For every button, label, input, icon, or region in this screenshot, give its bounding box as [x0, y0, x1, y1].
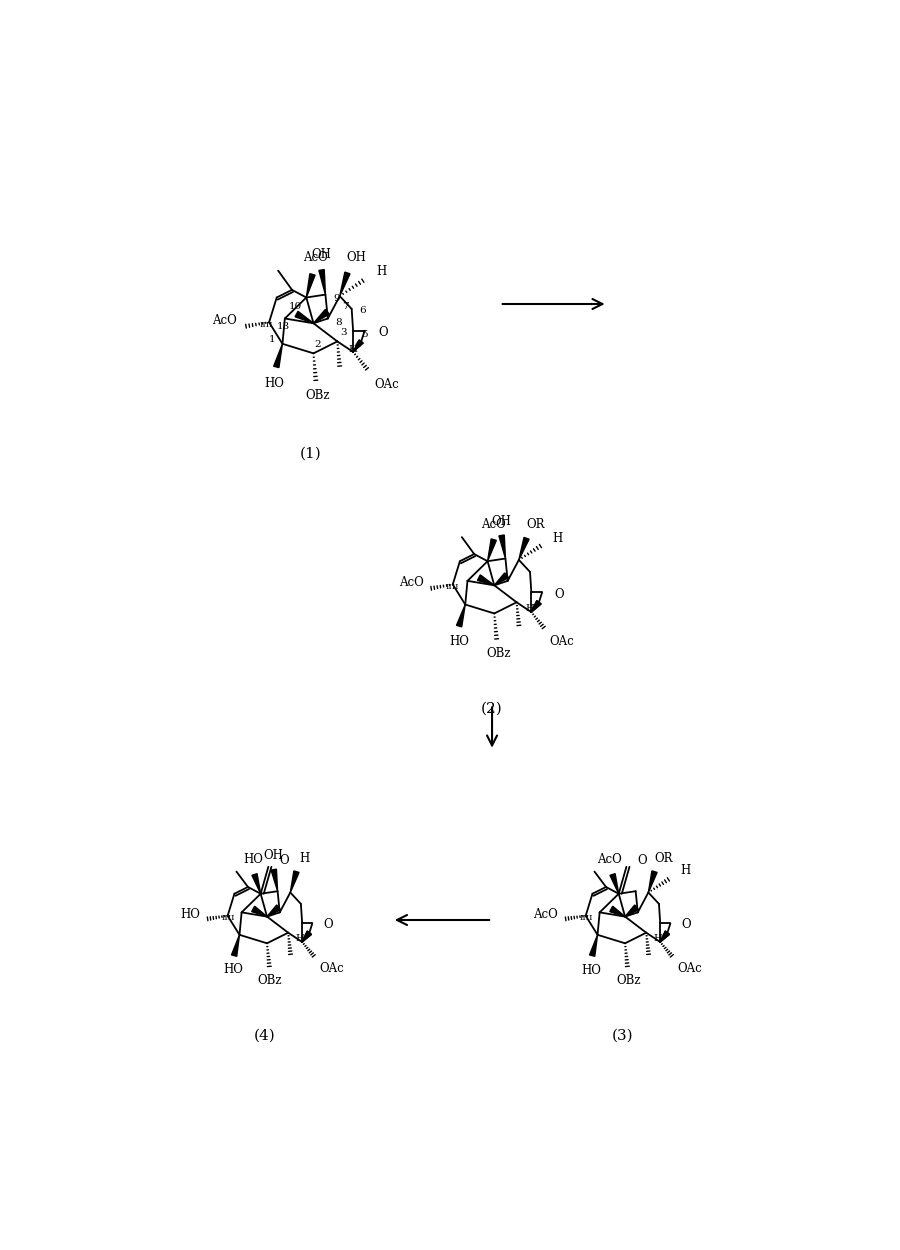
Polygon shape [626, 905, 638, 916]
Polygon shape [518, 538, 529, 560]
Text: OH: OH [346, 251, 366, 264]
Text: 3: 3 [340, 328, 346, 336]
Polygon shape [478, 575, 494, 585]
Polygon shape [319, 270, 326, 295]
Text: OBz: OBz [305, 389, 329, 402]
Text: IIII: IIII [260, 321, 274, 329]
Text: O: O [637, 854, 647, 868]
Polygon shape [661, 931, 670, 942]
Text: HO: HO [180, 908, 200, 921]
Text: AcO: AcO [212, 314, 237, 328]
Text: IIII: IIII [445, 582, 458, 591]
Polygon shape [590, 935, 598, 956]
Polygon shape [252, 874, 261, 894]
Text: H: H [377, 265, 387, 278]
Text: HO: HO [581, 964, 601, 976]
Text: 9: 9 [333, 294, 339, 302]
Text: OBz: OBz [616, 974, 641, 986]
Text: AcO: AcO [303, 251, 328, 264]
Polygon shape [302, 931, 311, 942]
Polygon shape [648, 871, 657, 892]
Text: (3): (3) [612, 1029, 634, 1042]
Text: O: O [279, 854, 289, 868]
Polygon shape [488, 539, 496, 561]
Text: HO: HO [223, 962, 243, 976]
Polygon shape [231, 935, 239, 956]
Polygon shape [313, 309, 329, 324]
Polygon shape [291, 871, 299, 892]
Text: H: H [299, 853, 310, 865]
Text: OAc: OAc [320, 962, 344, 975]
Text: H: H [526, 604, 535, 612]
Text: 10: 10 [289, 302, 302, 311]
Text: OR: OR [654, 853, 673, 865]
Text: OH: OH [311, 248, 331, 261]
Text: O: O [681, 919, 691, 931]
Text: HO: HO [265, 378, 284, 390]
Polygon shape [456, 605, 465, 626]
Polygon shape [661, 931, 670, 942]
Text: 8: 8 [336, 318, 342, 326]
Polygon shape [610, 874, 618, 894]
Polygon shape [609, 906, 626, 916]
Text: AcO: AcO [533, 908, 558, 921]
Text: HO: HO [243, 854, 263, 866]
Text: O: O [378, 326, 388, 339]
Text: (2): (2) [482, 701, 503, 715]
Polygon shape [267, 905, 281, 916]
Text: AcO: AcO [399, 576, 424, 590]
Text: 6: 6 [359, 306, 365, 315]
Polygon shape [274, 344, 283, 367]
Text: AcO: AcO [597, 853, 622, 865]
Text: AcO: AcO [482, 518, 506, 531]
Text: H: H [348, 345, 357, 354]
Text: 7: 7 [343, 302, 349, 311]
Text: HO: HO [449, 635, 469, 648]
Polygon shape [306, 274, 315, 298]
Text: (4): (4) [254, 1029, 275, 1042]
Text: 1: 1 [268, 335, 275, 345]
Polygon shape [302, 931, 311, 942]
Text: OAc: OAc [550, 635, 574, 648]
Polygon shape [531, 601, 541, 612]
Text: OAc: OAc [374, 378, 400, 391]
Text: 13: 13 [276, 321, 290, 331]
Text: O: O [554, 588, 564, 600]
Text: IIII: IIII [580, 914, 593, 922]
Text: O: O [323, 919, 333, 931]
Text: OH: OH [491, 515, 511, 528]
Text: H: H [296, 934, 305, 944]
Text: H: H [680, 865, 691, 877]
Polygon shape [353, 340, 364, 352]
Text: H: H [654, 934, 663, 944]
Polygon shape [499, 535, 506, 559]
Text: OH: OH [264, 849, 284, 862]
Polygon shape [339, 272, 350, 296]
Polygon shape [271, 869, 277, 891]
Text: OR: OR [526, 518, 545, 531]
Text: OAc: OAc [677, 962, 702, 975]
Text: 5: 5 [361, 330, 367, 339]
Polygon shape [295, 311, 313, 324]
Text: 4: 4 [355, 340, 361, 349]
Text: IIII: IIII [221, 914, 235, 922]
Text: H: H [553, 531, 563, 545]
Text: OBz: OBz [486, 648, 510, 660]
Polygon shape [531, 601, 541, 612]
Text: OBz: OBz [257, 974, 283, 986]
Text: 2: 2 [315, 340, 321, 349]
Polygon shape [494, 572, 508, 585]
Polygon shape [252, 906, 267, 916]
Text: (1): (1) [301, 448, 322, 461]
